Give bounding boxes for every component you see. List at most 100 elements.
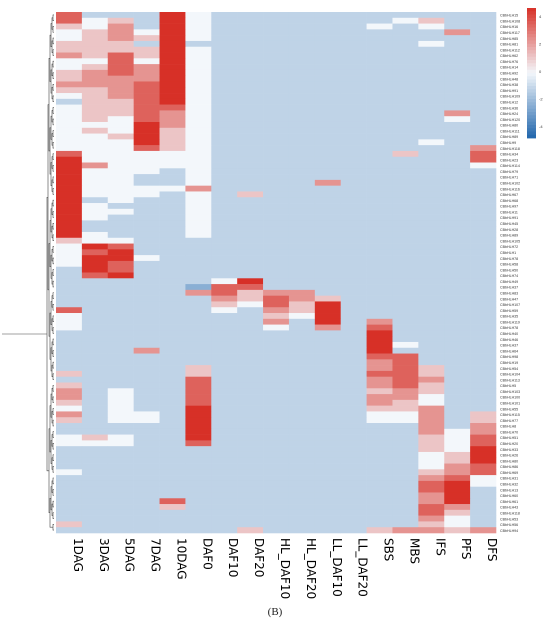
heatmap-cell (107, 40, 134, 48)
heatmap-cell (133, 104, 160, 111)
heatmap-cell (314, 162, 341, 169)
heatmap-cell (185, 121, 212, 129)
row-label: CBbHLH91 (500, 89, 518, 93)
heatmap-cell (81, 446, 109, 453)
heatmap-cell (470, 318, 497, 325)
heatmap-cell (237, 185, 264, 192)
heatmap-cell (263, 150, 290, 158)
heatmap-cell (392, 52, 419, 59)
dendrogram-branch (52, 199, 54, 207)
heatmap-cell (81, 52, 109, 59)
heatmap-cell (107, 156, 134, 163)
heatmap-cell (340, 35, 367, 42)
heatmap-cell (237, 423, 264, 430)
heatmap-cell (133, 515, 160, 522)
heatmap-cell (366, 87, 393, 94)
heatmap-cell (418, 17, 445, 24)
row-label: CBbHLH92 (500, 72, 518, 76)
heatmap-cell (444, 179, 471, 186)
row-label: CBbHLH38 (500, 83, 518, 87)
colorbar-segment (527, 66, 536, 71)
heatmap-cell (288, 359, 316, 366)
heatmap-cell (470, 226, 497, 233)
heatmap-cell (314, 231, 341, 239)
heatmap-cell (392, 35, 419, 42)
colorbar-segment (527, 11, 536, 15)
heatmap-cell (470, 162, 497, 169)
heatmap-cell (366, 469, 393, 476)
heatmap-cell (366, 104, 393, 111)
heatmap-cell (185, 272, 212, 279)
heatmap-cell (107, 93, 134, 100)
heatmap-cell (56, 411, 83, 418)
heatmap-cell (211, 208, 238, 215)
heatmap-cell (470, 191, 497, 198)
heatmap-cell (366, 527, 393, 534)
heatmap-cell (288, 486, 316, 493)
heatmap-cell (263, 35, 290, 42)
heatmap-cell (288, 145, 316, 152)
heatmap-cell (340, 185, 367, 192)
heatmap-cell (263, 133, 290, 140)
heatmap-cell (185, 133, 212, 140)
heatmap-cell (263, 480, 290, 487)
heatmap-cell (81, 527, 109, 534)
heatmap-cell (185, 35, 212, 42)
heatmap-cell (211, 504, 238, 511)
row-label: CBbHLH118 (500, 147, 520, 151)
heatmap-cell (418, 145, 445, 152)
heatmap-cell (185, 469, 212, 476)
heatmap-cell (211, 52, 238, 59)
heatmap-cell (159, 486, 186, 493)
heatmap-cell (159, 388, 186, 395)
heatmap-cell (418, 313, 445, 320)
heatmap-cell (340, 64, 367, 71)
heatmap-cell (314, 399, 341, 406)
heatmap-cell (159, 104, 186, 111)
heatmap-cell (237, 197, 264, 204)
heatmap-cell (444, 313, 471, 320)
heatmap-cell (366, 521, 393, 528)
heatmap-cell (263, 58, 290, 65)
heatmap-cell (366, 399, 393, 406)
heatmap-cell (392, 492, 419, 499)
row-label: CBbHLH62 (500, 54, 518, 58)
heatmap-cell (185, 411, 212, 418)
heatmap-cell (444, 249, 471, 256)
heatmap-cell (263, 388, 290, 395)
heatmap-cell (107, 492, 134, 499)
heatmap-cell (185, 168, 212, 175)
heatmap-cell (418, 179, 445, 186)
heatmap-cell (133, 249, 160, 256)
heatmap-cell (418, 127, 445, 134)
heatmap-cell (56, 515, 83, 522)
heatmap-cell (107, 203, 134, 210)
heatmap-cell (314, 260, 341, 268)
heatmap-cell (107, 185, 134, 192)
heatmap-cell (133, 295, 160, 302)
dendrogram-branch (52, 130, 54, 137)
heatmap-cell (340, 475, 367, 482)
heatmap-cell (340, 191, 367, 198)
heatmap-cell (392, 191, 419, 198)
heatmap-cell (366, 93, 393, 100)
heatmap-cell (366, 405, 393, 412)
heatmap-cell (159, 272, 186, 279)
heatmap-cell (470, 12, 497, 19)
heatmap-cell (237, 313, 264, 320)
heatmap-cell (392, 307, 419, 314)
heatmap-cell (366, 121, 393, 129)
heatmap-cell (263, 336, 290, 343)
heatmap-cell (314, 353, 341, 360)
heatmap-cell (444, 382, 471, 389)
heatmap-cell (392, 330, 419, 337)
dendrogram-branch (52, 500, 54, 508)
heatmap-cell (288, 330, 316, 337)
heatmap-cell (340, 58, 367, 65)
heatmap-cell (237, 243, 264, 250)
heatmap-cell (237, 266, 264, 273)
heatmap-cell (81, 127, 109, 134)
heatmap-cell (56, 480, 83, 487)
dendrogram-branch (52, 107, 54, 114)
heatmap-cell (107, 330, 134, 337)
